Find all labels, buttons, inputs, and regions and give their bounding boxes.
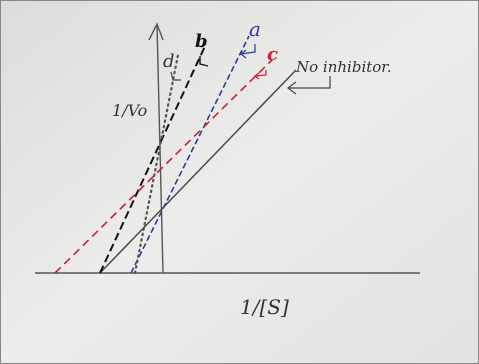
d-label: d: [163, 51, 175, 72]
no-inhibitor-label: No inhibitor.: [295, 58, 392, 76]
b-label: b: [195, 31, 208, 52]
a-label: a: [249, 17, 261, 41]
hand-drawn-plot: No inhibitor. a b c d 1/Vo 1/[S]: [0, 0, 479, 364]
page: No inhibitor. a b c d 1/Vo 1/[S] (() => …: [0, 0, 479, 364]
y-axis-label: 1/Vo: [112, 101, 147, 120]
x-axis-label: 1/[S]: [240, 295, 289, 319]
c-label: c: [267, 44, 278, 65]
